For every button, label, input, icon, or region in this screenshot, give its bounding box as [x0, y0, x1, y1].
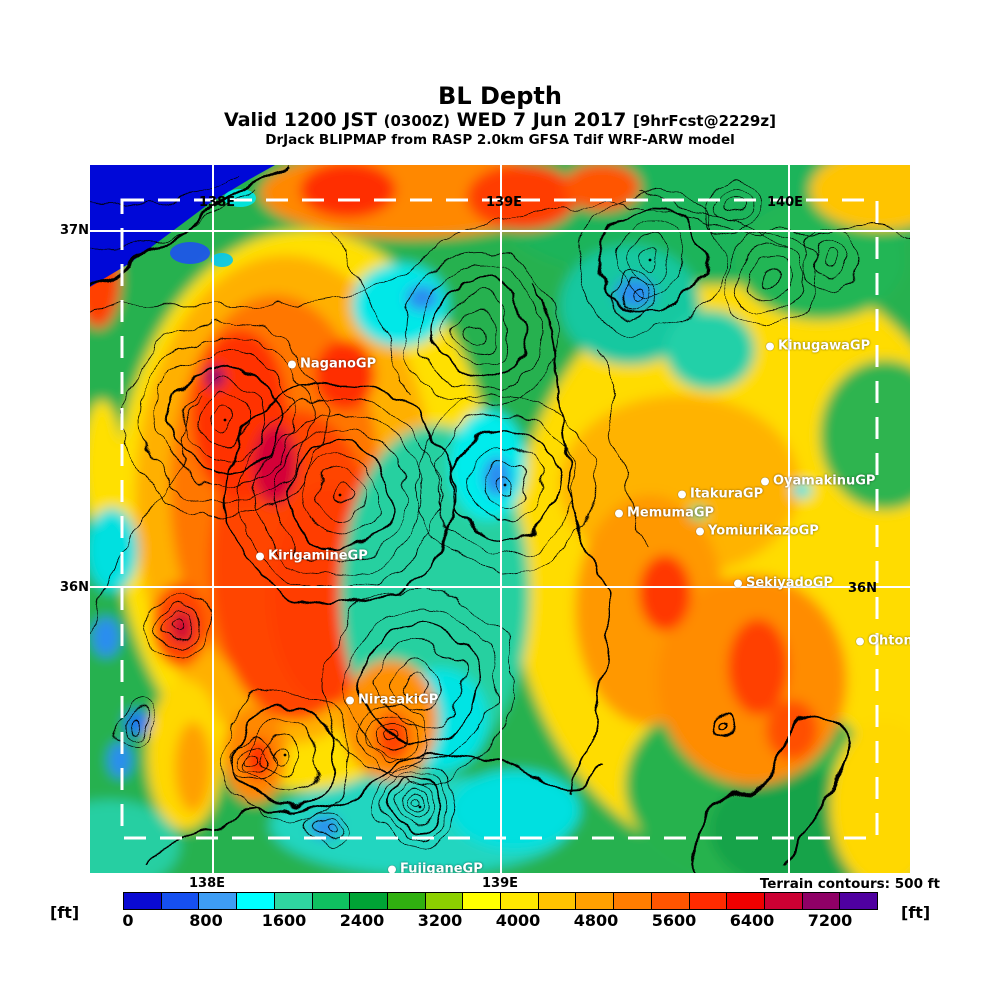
site-marker-dot	[288, 360, 296, 368]
site-marker-dot	[856, 637, 864, 645]
colorbar-unit-left: [ft]	[50, 903, 80, 922]
site-label: OhtoneGP	[868, 633, 910, 649]
colorbar-segment	[463, 893, 502, 909]
colorbar-segment	[802, 893, 841, 909]
colorbar-tick: 1600	[261, 911, 307, 930]
site-label: NirasakiGP	[358, 692, 439, 708]
site-marker-dot	[388, 865, 396, 873]
page-title: BL Depth	[438, 82, 562, 110]
site-yomiurikazo: YomiuriKazoGP	[696, 524, 819, 539]
terrain-contours-layer-b	[90, 176, 861, 866]
colorbar-segment	[274, 893, 313, 909]
colorbar-segment	[387, 893, 426, 909]
colorbar-segment	[312, 893, 351, 909]
colorbar-tick: 3200	[417, 911, 463, 930]
colorbar-segment	[689, 893, 728, 909]
colorbar-segment	[501, 893, 539, 909]
terrain-contours-note: Terrain contours: 500 ft	[759, 876, 940, 892]
colorbar-tick: 2400	[339, 911, 385, 930]
forecast-cycle: [9hrFcst@2229z]	[632, 112, 776, 130]
colorbar-tick: 6400	[729, 911, 775, 930]
colorbar-tick: 7200	[807, 911, 853, 930]
summit-dots	[223, 258, 652, 809]
site-nagano: NaganoGP	[288, 357, 376, 372]
colorbar-swatches	[123, 892, 878, 910]
site-marker-dot	[346, 696, 354, 704]
colorbar-tick: 0	[122, 911, 134, 930]
site-label: KinugawaGP	[778, 338, 871, 354]
lon-label-139e-bottom: 139E	[481, 876, 519, 891]
lat-label-37n-left: 37N	[60, 223, 89, 238]
domain-boundary	[120, 198, 879, 840]
colorbar-tick: 4800	[573, 911, 619, 930]
valid-time-zulu: (0300Z)	[383, 112, 450, 130]
coastline	[90, 165, 849, 873]
site-memuma: MemumaGP	[615, 506, 714, 521]
site-marker-dot	[766, 342, 774, 350]
model-description-line: DrJack BLIPMAP from RASP 2.0km GFSA Tdif…	[265, 132, 735, 148]
site-nirasaki: NirasakiGP	[346, 693, 438, 708]
lon-label-138e-top: 138E	[198, 195, 236, 210]
colorbar-segment	[840, 893, 878, 909]
colorbar-tick: 5600	[651, 911, 697, 930]
colorbar-tick: 800	[189, 911, 223, 930]
colorbar-segment	[727, 893, 765, 909]
colorbar-segment	[614, 893, 652, 909]
site-label: NaganoGP	[300, 356, 377, 372]
site-label: MemumaGP	[627, 505, 715, 521]
colorbar-segment	[425, 893, 464, 909]
colorbar-segment	[199, 893, 238, 909]
lat-label-36n-right: 36N	[848, 581, 877, 596]
lon-label-139e-top: 139E	[485, 195, 523, 210]
site-marker-dot	[734, 579, 742, 587]
lon-label-140e-top: 140E	[766, 195, 804, 210]
site-marker-dot	[696, 527, 704, 535]
site-label: KirigamineGP	[268, 548, 368, 564]
site-label: FujiganeGP	[400, 861, 483, 874]
colorbar-segment	[764, 893, 803, 909]
lat-label-36n-left: 36N	[60, 580, 89, 595]
site-label: ItakuraGP	[690, 486, 764, 502]
valid-time-date: WED 7 Jun 2017	[456, 109, 627, 131]
site-kinugawa: KinugawaGP	[766, 339, 870, 354]
site-marker-dot	[678, 490, 686, 498]
lon-label-138e-bottom: 138E	[188, 876, 226, 891]
site-label: YomiuriKazoGP	[708, 523, 819, 539]
valid-time-main: Valid 1200 JST	[224, 109, 377, 131]
site-sekiyado: SekiyadoGP	[734, 576, 833, 591]
site-ohtone: OhtoneGP	[856, 634, 910, 649]
site-marker-dot	[615, 509, 623, 517]
site-label: SekiyadoGP	[746, 575, 833, 591]
colorbar-segment	[538, 893, 577, 909]
colorbar-tick: 4000	[495, 911, 541, 930]
site-itakura: ItakuraGP	[678, 487, 763, 502]
bl-depth-map: 138E 139E 140E 36N NaganoGP KirigamineGP…	[90, 165, 910, 873]
colorbar-unit-right: [ft]	[901, 903, 931, 922]
site-kirigamine: KirigamineGP	[256, 549, 368, 564]
site-marker-dot	[761, 477, 769, 485]
map-graphic	[90, 165, 910, 873]
colorbar-segment	[124, 893, 162, 909]
colorbar-segment	[651, 893, 690, 909]
site-fujigane: FujiganeGP	[388, 861, 483, 874]
colorbar-segment	[576, 893, 615, 909]
valid-time-line: Valid 1200 JST (0300Z) WED 7 Jun 2017 [9…	[0, 109, 1000, 131]
colorbar-segment	[161, 893, 200, 909]
site-marker-dot	[256, 552, 264, 560]
graticule	[90, 165, 910, 873]
colorbar-segment	[237, 893, 275, 909]
site-label: OyamakinuGP	[773, 473, 876, 489]
site-oyamakinu: OyamakinuGP	[761, 474, 875, 489]
colorbar-segment	[350, 893, 388, 909]
